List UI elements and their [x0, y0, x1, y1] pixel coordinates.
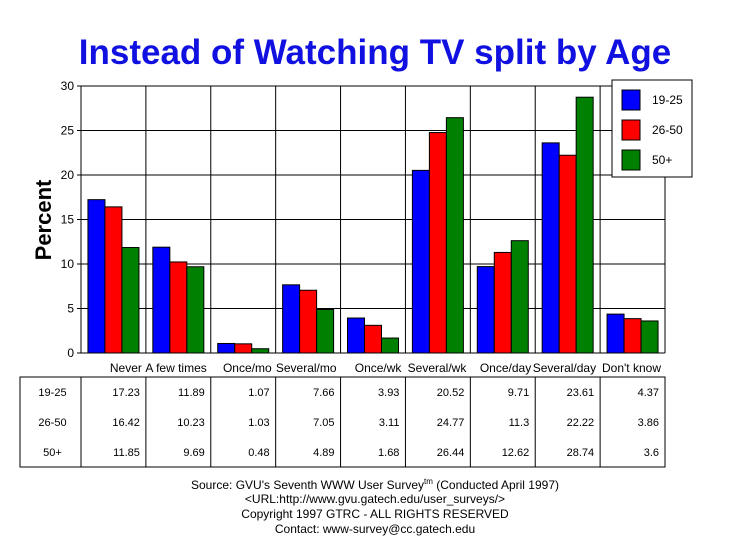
y-tick-label: 20	[61, 168, 75, 182]
bar	[381, 337, 399, 354]
bar	[234, 343, 253, 354]
legend-swatch	[621, 149, 641, 171]
bar	[445, 117, 464, 354]
y-tick-label: 25	[61, 124, 75, 138]
table-cell: 1.03	[248, 417, 269, 429]
bar	[186, 266, 205, 354]
table-cell: 3.6	[644, 447, 659, 459]
footer: Source: GVU's Seventh WWW User Surveytm …	[191, 477, 559, 536]
chart-title: Instead of Watching TV split by Age	[79, 33, 671, 72]
table-cell: 1.68	[378, 447, 399, 459]
category-label: Never	[110, 361, 142, 375]
table-cell: 11.3	[509, 417, 530, 429]
table-cell: 16.42	[112, 417, 140, 429]
bar	[493, 251, 512, 354]
table-cell: 12.62	[502, 447, 530, 459]
category-label: A few times	[145, 361, 206, 375]
bar	[575, 96, 594, 354]
table-cell: 7.05	[313, 417, 334, 429]
table-cell: 20.52	[437, 387, 465, 399]
bar	[316, 308, 335, 354]
bar	[476, 266, 495, 354]
table-cell: 10.23	[177, 417, 205, 429]
y-tick-label: 0	[67, 346, 74, 360]
category-label: Don't know	[602, 361, 661, 375]
table-cell: 3.93	[378, 387, 399, 399]
legend-label: 26-50	[652, 123, 683, 137]
table-cell: 22.22	[567, 417, 595, 429]
table-cell: 3.11	[379, 417, 400, 429]
table-cell: 7.66	[313, 387, 334, 399]
legend-label: 19-25	[652, 93, 683, 107]
table-border	[19, 376, 666, 468]
legend-label: 50+	[652, 153, 672, 167]
table-cell: 24.77	[437, 417, 465, 429]
footer-source-pre: Source: GVU's Seventh WWW User Survey	[191, 478, 424, 492]
bar	[251, 348, 270, 354]
grid	[81, 85, 666, 353]
table-cell: 4.37	[638, 387, 659, 399]
category-label: Several/mo	[276, 361, 337, 375]
bar	[169, 261, 188, 354]
bar	[640, 320, 659, 354]
category-label: Several/wk	[408, 361, 468, 375]
y-tick-label: 30	[61, 79, 75, 93]
table-cell: 9.69	[183, 447, 204, 459]
footer-url: <URL:http://www.gvu.gatech.edu/user_surv…	[245, 492, 505, 506]
table-cell: 11.85	[113, 447, 140, 459]
y-tick-label: 15	[61, 213, 75, 227]
bar	[217, 342, 236, 354]
table-row-label: 19-25	[38, 387, 66, 399]
bar	[121, 247, 140, 354]
category-label: Several/day	[533, 361, 596, 375]
axes: 0 5 10 15 20 25 30	[61, 79, 665, 360]
legend-swatch	[621, 119, 641, 141]
table-cell: 23.61	[567, 387, 595, 399]
bar	[152, 246, 171, 354]
table-cell: 26.44	[437, 447, 465, 459]
bar	[606, 313, 625, 354]
bars	[87, 96, 659, 354]
table-cell: 28.74	[567, 447, 595, 459]
y-tick-label: 5	[67, 302, 74, 316]
footer-source: Source: GVU's Seventh WWW User Surveytm …	[191, 477, 559, 492]
y-tick-label: 10	[61, 257, 75, 271]
bar	[282, 284, 301, 354]
table-cell: 17.23	[112, 387, 140, 399]
footer-source-post: (Conducted April 1997)	[433, 478, 559, 492]
category-label: Once/mo	[223, 361, 272, 375]
data-table: 19-25 17.23 11.89 1.07 7.66 3.93 20.52 9.71 23.6…	[19, 376, 666, 468]
bar	[347, 317, 365, 354]
bar	[87, 199, 106, 354]
bar	[558, 154, 577, 354]
footer-source-sup: tm	[424, 477, 433, 486]
category-label: Once/wk	[355, 361, 403, 375]
table-row-label: 26-50	[38, 417, 66, 429]
bar	[623, 318, 642, 354]
category-labels: Never A few times Once/mo Several/mo Once/wk…	[110, 361, 661, 375]
bar	[299, 289, 318, 354]
table-cell: 0.48	[248, 447, 269, 459]
bar	[510, 240, 529, 354]
table-cell: 4.89	[313, 447, 334, 459]
bar	[364, 324, 382, 354]
bar	[428, 132, 447, 354]
bar	[411, 169, 430, 354]
table-cell: 9.71	[508, 387, 529, 399]
table-cell: 11.89	[178, 387, 205, 399]
footer-contact: Contact: www-survey@cc.gatech.edu	[275, 522, 475, 536]
bar	[541, 142, 560, 354]
legend: 19-25 26-50 50+	[611, 79, 693, 178]
table-row-label: 50+	[43, 447, 62, 459]
table-cell: 3.86	[638, 417, 659, 429]
legend-swatch	[621, 89, 641, 111]
footer-copyright: Copyright 1997 GTRC - ALL RIGHTS RESERVE…	[241, 507, 509, 521]
category-label: Once/day	[480, 361, 531, 375]
bar	[104, 206, 123, 354]
y-axis-label: Percent	[31, 179, 56, 260]
table-cell: 1.07	[248, 387, 269, 399]
